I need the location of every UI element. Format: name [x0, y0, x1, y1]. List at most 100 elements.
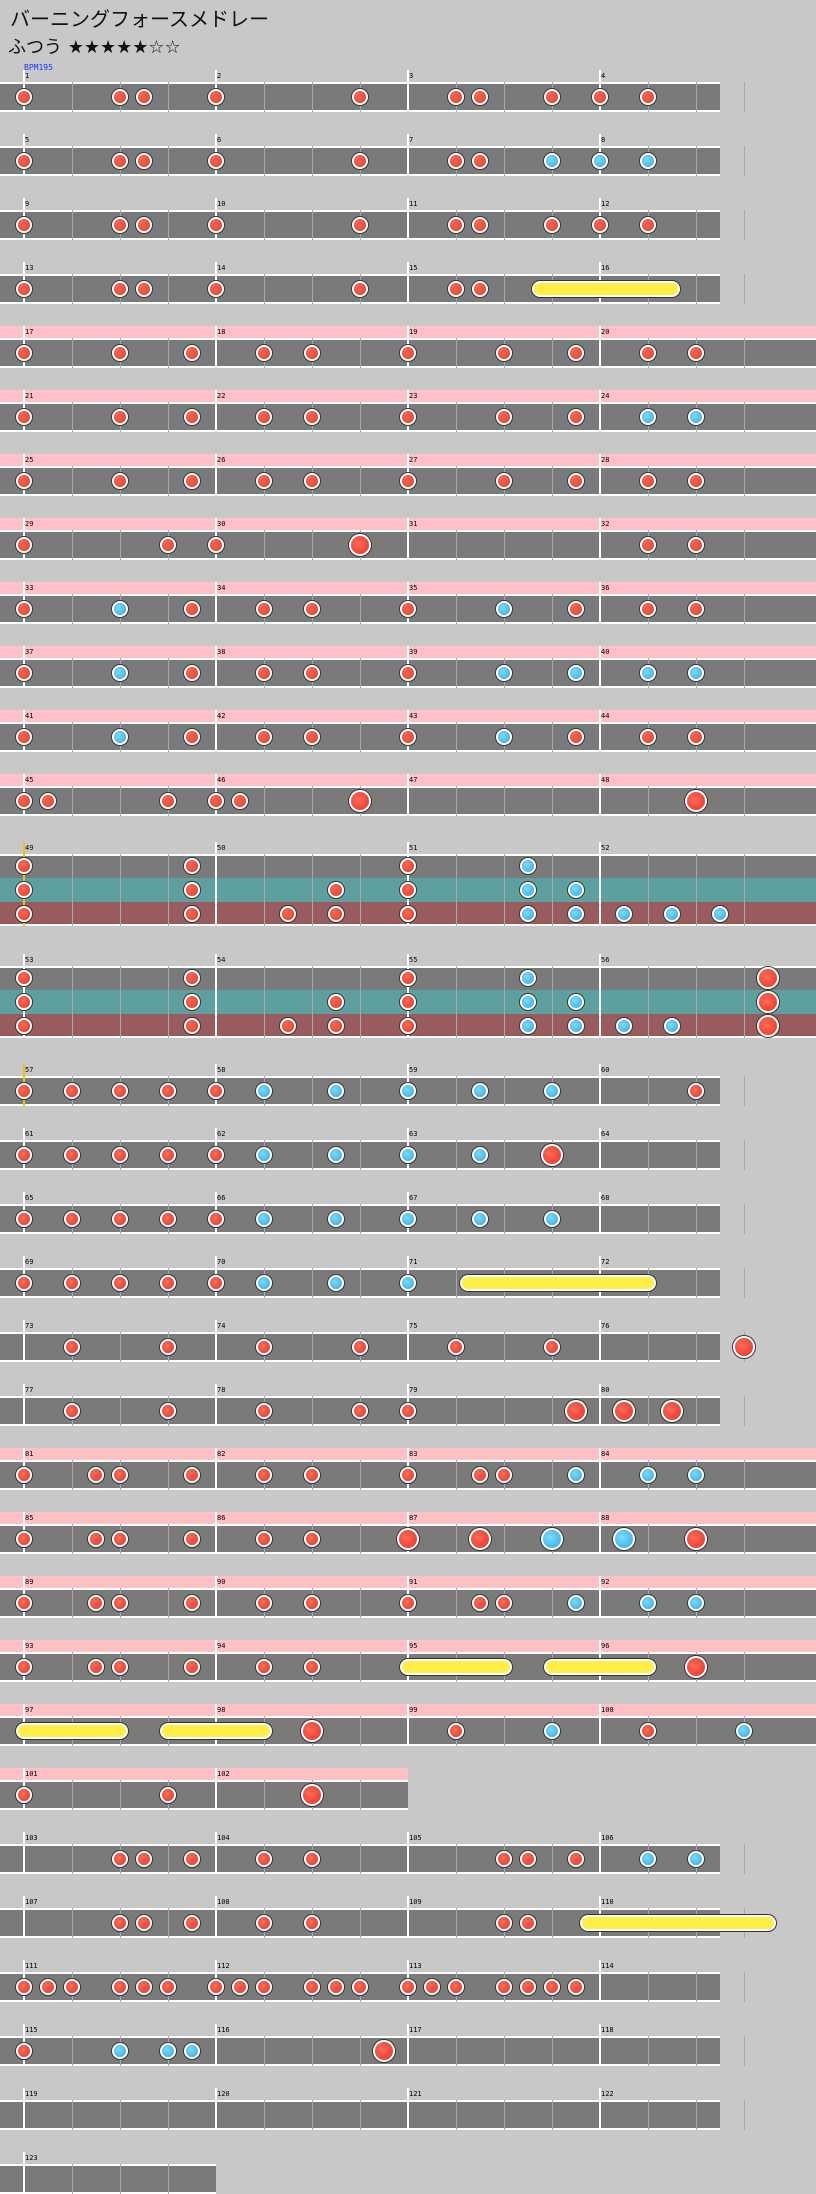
measure-number: 21	[25, 392, 34, 400]
beat-line	[168, 658, 169, 688]
measure-number: 116	[217, 2026, 230, 2034]
beat-line	[360, 402, 361, 432]
don-note	[16, 281, 32, 297]
measure-number: 96	[601, 1642, 610, 1650]
beat-line	[72, 1460, 73, 1490]
beat-line	[696, 210, 697, 240]
beat-line	[264, 530, 265, 560]
don-note	[16, 1595, 32, 1611]
don-note	[16, 1211, 32, 1227]
beat-line	[696, 1972, 697, 2002]
measure-number: 110	[601, 1898, 614, 1906]
beat-line	[72, 1652, 73, 1682]
don-note	[496, 1467, 512, 1483]
measure-line	[407, 2024, 409, 2066]
beat-line	[696, 82, 697, 112]
measure-number: 117	[409, 2026, 422, 2034]
beat-line	[120, 1332, 121, 1362]
beat-line	[696, 1204, 697, 1234]
measure-number: 20	[601, 328, 610, 336]
don-note	[208, 1211, 224, 1227]
beat-line	[72, 402, 73, 432]
measure-line	[23, 1896, 25, 1938]
don-note	[16, 858, 32, 874]
beat-line	[696, 274, 697, 304]
measure-line	[599, 326, 601, 368]
measure-number: 59	[409, 1066, 418, 1074]
don-note	[688, 537, 704, 553]
don-note	[16, 601, 32, 617]
measure-line	[599, 1832, 601, 1874]
beat-line	[168, 1908, 169, 1938]
measure-number: 6	[217, 136, 222, 144]
measure-number: 58	[217, 1066, 226, 1074]
don-note	[400, 906, 416, 922]
measure-number: 24	[601, 392, 610, 400]
measure-number: 13	[25, 264, 34, 272]
don-note	[280, 1018, 296, 1034]
beat-line	[168, 146, 169, 176]
beat-line	[552, 658, 553, 688]
ka-note	[472, 1211, 488, 1227]
measure-number: 63	[409, 1130, 418, 1138]
beat-line	[552, 854, 553, 926]
don-note	[112, 217, 128, 233]
beat-line	[696, 1396, 697, 1426]
don-note	[640, 537, 656, 553]
big-ka-note	[613, 1528, 635, 1550]
beat-line	[312, 854, 313, 926]
don-note	[256, 409, 272, 425]
don-note	[328, 994, 344, 1010]
beat-line	[120, 786, 121, 816]
beat-line	[168, 2164, 169, 2194]
don-note	[160, 1147, 176, 1163]
beat-line	[72, 146, 73, 176]
beat-line	[504, 146, 505, 176]
ka-note	[256, 1211, 272, 1227]
measure-number: 3	[409, 72, 414, 80]
beat-line	[168, 854, 169, 926]
ka-note	[544, 153, 560, 169]
measure-number: 25	[25, 456, 34, 464]
ka-note	[664, 906, 680, 922]
measure-number: 64	[601, 1130, 610, 1138]
ka-note	[472, 1083, 488, 1099]
ka-note	[400, 1083, 416, 1099]
don-note	[40, 793, 56, 809]
beat-line	[168, 1652, 169, 1682]
don-note	[112, 1595, 128, 1611]
don-note	[400, 994, 416, 1010]
difficulty-stars: ★★★★★☆☆	[67, 37, 181, 58]
beat-line	[264, 2036, 265, 2066]
beat-line	[552, 2036, 553, 2066]
measure-line	[599, 842, 601, 926]
don-note	[256, 665, 272, 681]
beat-line	[72, 1844, 73, 1874]
beat-line	[504, 966, 505, 1038]
measure-number: 72	[601, 1258, 610, 1266]
big-don-note	[301, 1784, 323, 1806]
beat-line	[552, 402, 553, 432]
note-lane	[0, 2164, 216, 2194]
measure-number: 4	[601, 72, 606, 80]
don-note	[16, 1659, 32, 1675]
don-note	[112, 409, 128, 425]
beat-line	[360, 722, 361, 752]
beat-line	[744, 1140, 745, 1170]
ka-note	[112, 729, 128, 745]
beat-line	[168, 2100, 169, 2130]
don-note	[160, 1339, 176, 1355]
don-note	[448, 89, 464, 105]
don-note	[16, 793, 32, 809]
don-note	[472, 217, 488, 233]
beat-line	[360, 1588, 361, 1618]
gogo-band	[0, 1768, 408, 1782]
ka-note	[688, 665, 704, 681]
ka-note	[688, 1851, 704, 1867]
don-note	[112, 1979, 128, 1995]
ka-note	[688, 409, 704, 425]
beat-line	[552, 466, 553, 496]
beat-line	[456, 786, 457, 816]
measure-line	[599, 1576, 601, 1618]
measure-number: 113	[409, 1962, 422, 1970]
